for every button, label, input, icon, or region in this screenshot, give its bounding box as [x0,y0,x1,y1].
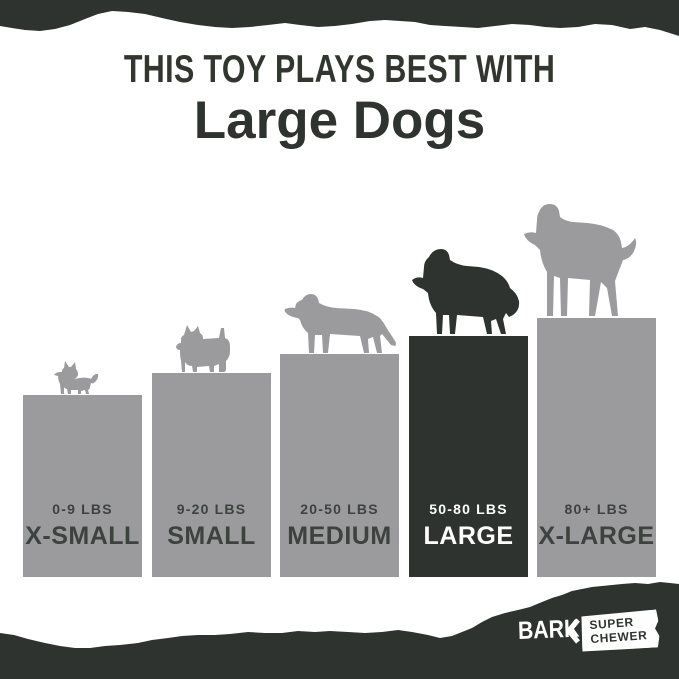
size-label: LARGE [423,522,514,550]
bar-small: 9-20 LBS SMALL [152,373,271,577]
page-title: Large Dogs [193,91,486,150]
torn-paper-top-edge [0,0,679,36]
size-label: MEDIUM [287,522,392,550]
bar-medium: 20-50 LBS MEDIUM [280,354,399,577]
bar-x-small: 0-9 LBS X-SMALL [23,395,142,577]
size-label: X-LARGE [538,522,655,550]
bar-x-large: 80+ LBS X-LARGE [537,318,656,577]
size-label: X-SMALL [25,522,140,550]
super-chewer-badge: SUPER CHEWER [580,609,660,652]
terrier-silhouette-icon [176,325,230,372]
size-label: SMALL [167,522,256,550]
retriever-silhouette-icon [412,249,520,334]
weight-range-label: 9-20 LBS [176,501,247,517]
weight-range-label: 80+ LBS [564,501,629,517]
torn-paper-bottom-edge [0,582,679,679]
weight-range-label: 50-80 LBS [429,501,508,517]
labrador-silhouette-icon [284,294,396,353]
bar-large-highlighted: 50-80 LBS LARGE [409,336,528,577]
great-dane-silhouette-icon [524,204,637,316]
headline-kicker: THIS TOY PLAYS BEST WITH [123,48,556,91]
logo-chevron-icon [565,618,580,644]
weight-range-label: 0-9 LBS [52,501,113,517]
weight-range-label: 20-50 LBS [300,501,379,517]
chihuahua-silhouette-icon [54,361,99,394]
super-chewer-line2: CHEWER [590,628,648,647]
